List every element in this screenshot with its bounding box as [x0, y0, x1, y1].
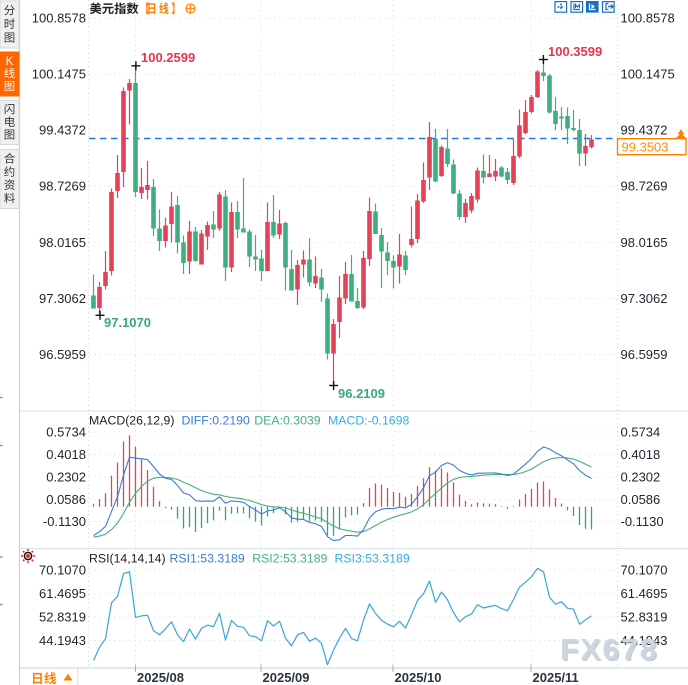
svg-text:FX678: FX678: [562, 635, 660, 668]
svg-text:DIFF:0.2190: DIFF:0.2190: [182, 414, 251, 428]
svg-text:100.1475: 100.1475: [32, 67, 86, 82]
svg-text:98.0165: 98.0165: [621, 235, 668, 250]
svg-text:52.8319: 52.8319: [39, 610, 86, 625]
svg-text:0.2302: 0.2302: [46, 470, 86, 485]
svg-text:2025/11: 2025/11: [533, 670, 579, 685]
svg-text:96.5959: 96.5959: [39, 347, 86, 362]
svg-text:0.5734: 0.5734: [46, 425, 86, 440]
svg-text:97.1070: 97.1070: [104, 315, 151, 330]
svg-text:2025/09: 2025/09: [263, 670, 310, 685]
svg-text:96.2109: 96.2109: [338, 386, 385, 401]
svg-text:MACD(26,12,9): MACD(26,12,9): [89, 414, 174, 428]
svg-text:K: K: [6, 56, 14, 68]
svg-text:99.4372: 99.4372: [621, 123, 668, 138]
svg-text:98.0165: 98.0165: [39, 235, 86, 250]
svg-text:RSI1:53.3189: RSI1:53.3189: [170, 552, 245, 566]
svg-text:61.4695: 61.4695: [621, 586, 668, 601]
svg-text:FX678: FX678: [560, 634, 658, 667]
svg-text:61.4695: 61.4695: [39, 586, 86, 601]
svg-text:RSI2:53.3189: RSI2:53.3189: [252, 552, 327, 566]
svg-text:2025/08: 2025/08: [137, 670, 184, 685]
svg-text:97.3062: 97.3062: [39, 291, 86, 306]
svg-text:100.2599: 100.2599: [141, 50, 195, 65]
svg-text:0.0586: 0.0586: [621, 492, 661, 507]
svg-text:MACD:-0.1698: MACD:-0.1698: [328, 414, 409, 428]
svg-text:44.1943: 44.1943: [621, 633, 668, 648]
svg-text:0.4018: 0.4018: [46, 447, 86, 462]
svg-text:100.8578: 100.8578: [32, 11, 86, 26]
svg-text:RSI(14,14,14): RSI(14,14,14): [89, 552, 166, 566]
svg-text:-0.1130: -0.1130: [621, 514, 664, 529]
svg-text:98.7269: 98.7269: [621, 179, 668, 194]
svg-text:100.1475: 100.1475: [621, 67, 675, 82]
svg-text:0.0586: 0.0586: [46, 492, 86, 507]
svg-text:44.1943: 44.1943: [39, 633, 86, 648]
svg-text:99.3503: 99.3503: [622, 140, 669, 155]
svg-text:96.5959: 96.5959: [621, 347, 668, 362]
svg-text:70.1070: 70.1070: [621, 563, 668, 578]
svg-text:99.4372: 99.4372: [39, 123, 86, 138]
svg-text:100.8578: 100.8578: [621, 11, 675, 26]
svg-text:2025/10: 2025/10: [395, 670, 442, 685]
svg-text:70.1070: 70.1070: [39, 563, 86, 578]
svg-text:100.3599: 100.3599: [548, 44, 602, 59]
svg-text:97.3062: 97.3062: [621, 291, 668, 306]
svg-text:0.5734: 0.5734: [621, 425, 661, 440]
svg-text:RSI3:53.3189: RSI3:53.3189: [335, 552, 410, 566]
svg-text:52.8319: 52.8319: [621, 610, 668, 625]
svg-text:0.4018: 0.4018: [621, 447, 661, 462]
svg-text:DEA:0.3039: DEA:0.3039: [254, 414, 320, 428]
svg-text:98.7269: 98.7269: [39, 179, 86, 194]
svg-text:0.2302: 0.2302: [621, 470, 661, 485]
svg-text:-0.1130: -0.1130: [43, 514, 86, 529]
